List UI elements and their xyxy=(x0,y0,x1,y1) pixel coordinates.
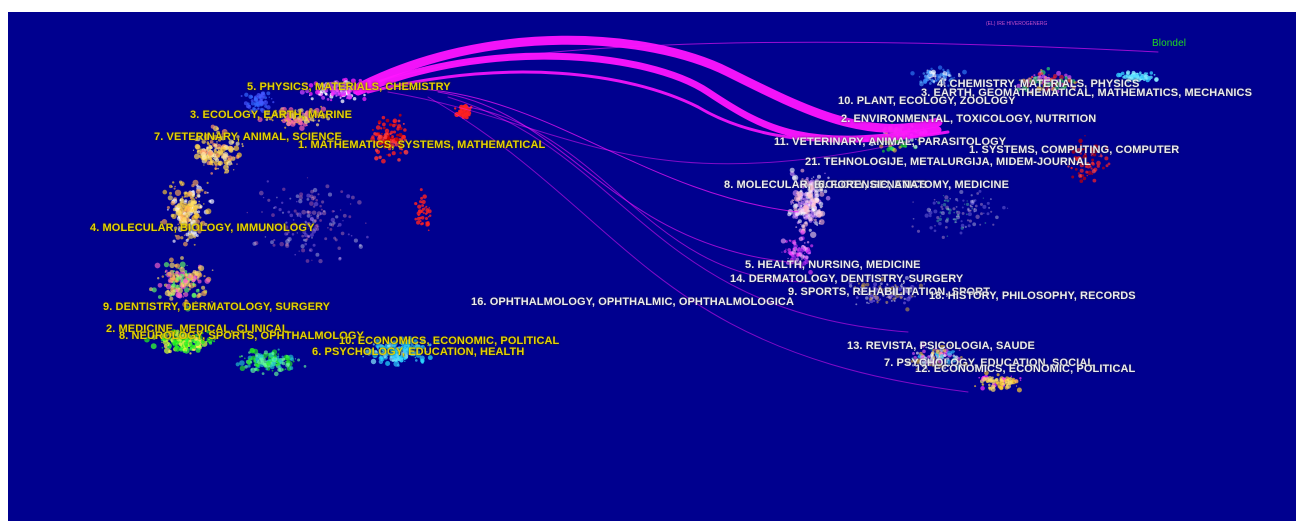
right-cluster-label-12[interactable]: 12. ECONOMICS, ECONOMIC, POLITICAL xyxy=(915,363,1136,375)
left-cluster-label-2[interactable]: 2. MEDICINE, MEDICAL, CLINICAL xyxy=(106,323,289,335)
left-cluster-label-8[interactable]: 8. NEUROLOGY, SPORTS, OPHTHALMOLOGY xyxy=(119,330,364,342)
citation-links xyxy=(353,35,1159,393)
right-cluster-label-4[interactable]: 4. CHEMISTRY, MATERIALS, PHYSICS xyxy=(937,78,1140,90)
right-cluster-label-8[interactable]: 8. MOLECULAR, BIOLOGY, GENETICS xyxy=(724,179,928,191)
right-cluster-label-10[interactable]: 10. PLANT, ECOLOGY, ZOOLOGY xyxy=(838,95,1016,107)
dual-map-visualization xyxy=(144,35,1159,393)
right-cluster-label-18[interactable]: 18. HISTORY, PHILOSOPHY, RECORDS xyxy=(929,290,1136,302)
algorithm-label: Blondel xyxy=(1152,38,1187,49)
left-cluster-label-3[interactable]: 3. ECOLOGY, EARTH, MARINE xyxy=(190,109,353,121)
left-cluster-label-10[interactable]: 10. ECONOMICS, ECONOMIC, POLITICAL xyxy=(339,335,560,347)
dual-map-canvas: (EL) IRE HIVEROGENERG Blondel 5. PHYSICS… xyxy=(8,12,1296,521)
right-cluster-label-1[interactable]: 1. SYSTEMS, COMPUTING, COMPUTER xyxy=(969,144,1180,156)
left-cluster-label-9[interactable]: 9. DENTISTRY, DERMATOLOGY, SURGERY xyxy=(103,301,331,313)
right-cluster-label-11[interactable]: 11. VETERINARY, ANIMAL, PARASITOLOGY xyxy=(774,136,1007,148)
header-small-text: (EL) IRE HIVEROGENERG xyxy=(986,21,1048,27)
right-cluster-label-6[interactable]: 6. FORENSIC, ANATOMY, MEDICINE xyxy=(818,179,1010,191)
left-cluster-label-7[interactable]: 7. VETERINARY, ANIMAL, SCIENCE xyxy=(154,131,342,143)
right-cluster-label-13[interactable]: 13. REVISTA, PSICOLOGIA, SAUDE xyxy=(847,340,1035,352)
left-cluster-label-5[interactable]: 5. PHYSICS, MATERIALS, CHEMISTRY xyxy=(247,81,451,93)
left-cluster-label-4[interactable]: 4. MOLECULAR, BIOLOGY, IMMUNOLOGY xyxy=(90,222,315,234)
right-cluster-label-2[interactable]: 2. ENVIRONMENTAL, TOXICOLOGY, NUTRITION xyxy=(841,113,1097,125)
right-cluster-label-3[interactable]: 3. EARTH, GEOMATHEMATICAL, MATHEMATICS, … xyxy=(921,87,1253,99)
citing-map-points xyxy=(144,77,473,377)
right-cluster-label-21[interactable]: 21. TEHNOLOGIJE, METALURGIJA, MIDEM-JOUR… xyxy=(805,156,1091,168)
right-cluster-label-9[interactable]: 9. SPORTS, REHABILITATION, SPORT xyxy=(788,286,991,298)
right-cluster-label-14[interactable]: 14. DERMATOLOGY, DENTISTRY, SURGERY xyxy=(730,273,964,285)
left-cluster-label-6[interactable]: 6. PSYCHOLOGY, EDUCATION, HEALTH xyxy=(312,346,525,358)
left-cluster-label-1[interactable]: 1. MATHEMATICS, SYSTEMS, MATHEMATICAL xyxy=(298,139,546,151)
right-cluster-label-7[interactable]: 7. PSYCHOLOGY, EDUCATION, SOCIAL xyxy=(884,357,1095,369)
left-cluster-label-16[interactable]: 16. OPHTHALMOLOGY, OPHTHALMIC, OPHTHALMO… xyxy=(471,296,794,308)
right-cluster-label-5[interactable]: 5. HEALTH, NURSING, MEDICINE xyxy=(745,259,921,271)
